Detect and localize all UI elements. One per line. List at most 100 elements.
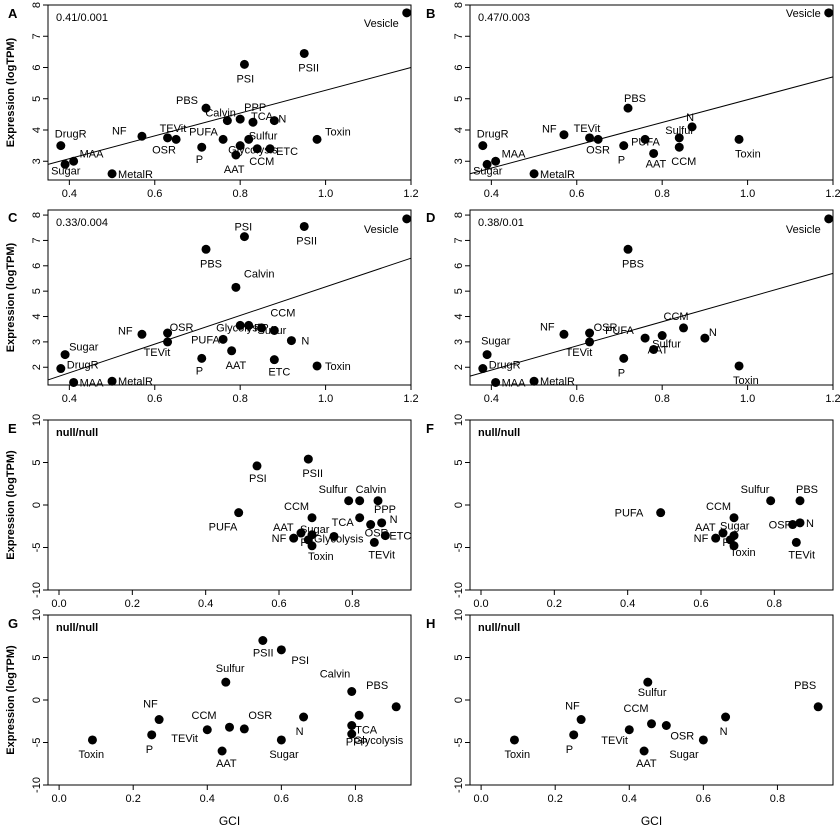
data-point [227, 346, 237, 356]
point-label: MAA [502, 148, 527, 160]
y-tick-label: 5 [453, 288, 465, 294]
data-point [218, 334, 228, 344]
data-point [221, 677, 231, 687]
data-point [824, 8, 834, 18]
data-point [795, 496, 805, 506]
y-tick-label: -10 [453, 777, 465, 793]
point-label: P [196, 365, 203, 377]
y-tick-label: -10 [453, 582, 465, 598]
x-tick-label: 0.8 [655, 188, 670, 200]
data-point [265, 144, 275, 154]
panel-letter: E [8, 421, 17, 436]
data-point [312, 361, 322, 371]
data-point [303, 454, 313, 464]
x-tick-label: 0.2 [126, 793, 141, 805]
point-label: NF [143, 699, 158, 711]
point-label: PBS [176, 95, 198, 107]
x-tick-label: 0.0 [51, 793, 66, 805]
point-label: CCM [249, 156, 274, 168]
data-point [344, 496, 354, 506]
data-point [347, 687, 357, 696]
data-point [235, 114, 245, 124]
point-label: CCM [671, 156, 696, 168]
data-point [559, 329, 569, 339]
point-label: PUFA [605, 325, 634, 337]
data-point [679, 323, 689, 333]
data-point [147, 730, 157, 740]
data-point [307, 541, 317, 551]
point-label: TEVit [368, 549, 395, 561]
x-tick-label: 0.6 [696, 793, 711, 805]
data-point [509, 735, 519, 745]
data-point [639, 746, 649, 756]
point-label: ETC [389, 531, 411, 543]
x-tick-label: 1.2 [403, 393, 418, 405]
y-tick-label: 7 [453, 237, 465, 243]
data-point [661, 721, 671, 730]
data-point [569, 730, 579, 740]
data-point [231, 282, 241, 292]
point-label: Toxin [78, 749, 104, 761]
stats-annotation: 0.33/0.004 [56, 217, 108, 229]
plot-frame [47, 419, 412, 591]
data-point [721, 712, 731, 722]
data-point [347, 729, 357, 739]
x-axis-label: GCI [641, 814, 662, 828]
point-label: ETC [276, 146, 298, 158]
x-axis-label: GCI [219, 814, 240, 828]
x-tick-label: 0.8 [767, 598, 782, 610]
point-label: P [618, 155, 625, 167]
y-tick-label: -10 [31, 582, 43, 598]
point-label: TEVit [144, 347, 171, 359]
data-point [252, 461, 262, 471]
point-label: NF [112, 125, 127, 137]
data-point [402, 8, 412, 18]
data-point [585, 337, 595, 347]
data-point [640, 134, 650, 144]
x-tick-label: 0.4 [484, 393, 499, 405]
data-point [234, 508, 244, 518]
point-label: Sugar [269, 749, 299, 761]
y-axis-label: Expression (logTPM) [5, 242, 17, 352]
point-label: Sulfur [741, 484, 770, 496]
x-tick-label: 0.4 [62, 393, 77, 405]
y-tick-label: -5 [31, 543, 43, 553]
data-point [674, 133, 684, 143]
regression-line [469, 76, 834, 175]
point-label: MetalR [118, 376, 153, 388]
plot-frame [469, 4, 834, 181]
data-point [795, 518, 805, 528]
panel-b: B 0.47/0.003 0.4 0.6 0.8 1.0 1.2 3 4 5 6 7 8 Vesicle P… [426, 2, 840, 200]
point-label: PPP [244, 102, 266, 114]
x-tick-label: 1.0 [740, 393, 755, 405]
point-label: OSR [152, 144, 176, 156]
point-label: Glycolysis [216, 322, 266, 334]
point-label: AAT [216, 758, 237, 770]
y-tick-label: 10 [453, 609, 465, 621]
point-label: TEVit [171, 733, 198, 745]
data-point [239, 59, 249, 69]
y-tick-label: 0 [453, 697, 465, 703]
data-point [674, 142, 684, 152]
data-point [657, 331, 667, 341]
point-label: Sugar [69, 342, 99, 354]
point-label: N [296, 726, 304, 738]
regression-line [469, 272, 834, 377]
y-axis-label: Expression (logTPM) [5, 37, 17, 147]
y-tick-label: 4 [453, 127, 465, 133]
y-tick-label: 10 [31, 414, 43, 426]
x-tick-label: 0.4 [198, 598, 213, 610]
data-point [329, 531, 339, 541]
x-tick-label: 0.4 [620, 598, 635, 610]
x-tick-label: 0.0 [473, 598, 488, 610]
point-label: TEVit [788, 549, 815, 561]
point-label: CCM [284, 501, 309, 513]
data-point [289, 533, 299, 543]
x-tick-label: 1.0 [318, 393, 333, 405]
data-point [252, 144, 262, 154]
stats-annotation: null/null [478, 427, 520, 439]
data-point [137, 329, 147, 339]
point-label: OSR [670, 731, 694, 743]
